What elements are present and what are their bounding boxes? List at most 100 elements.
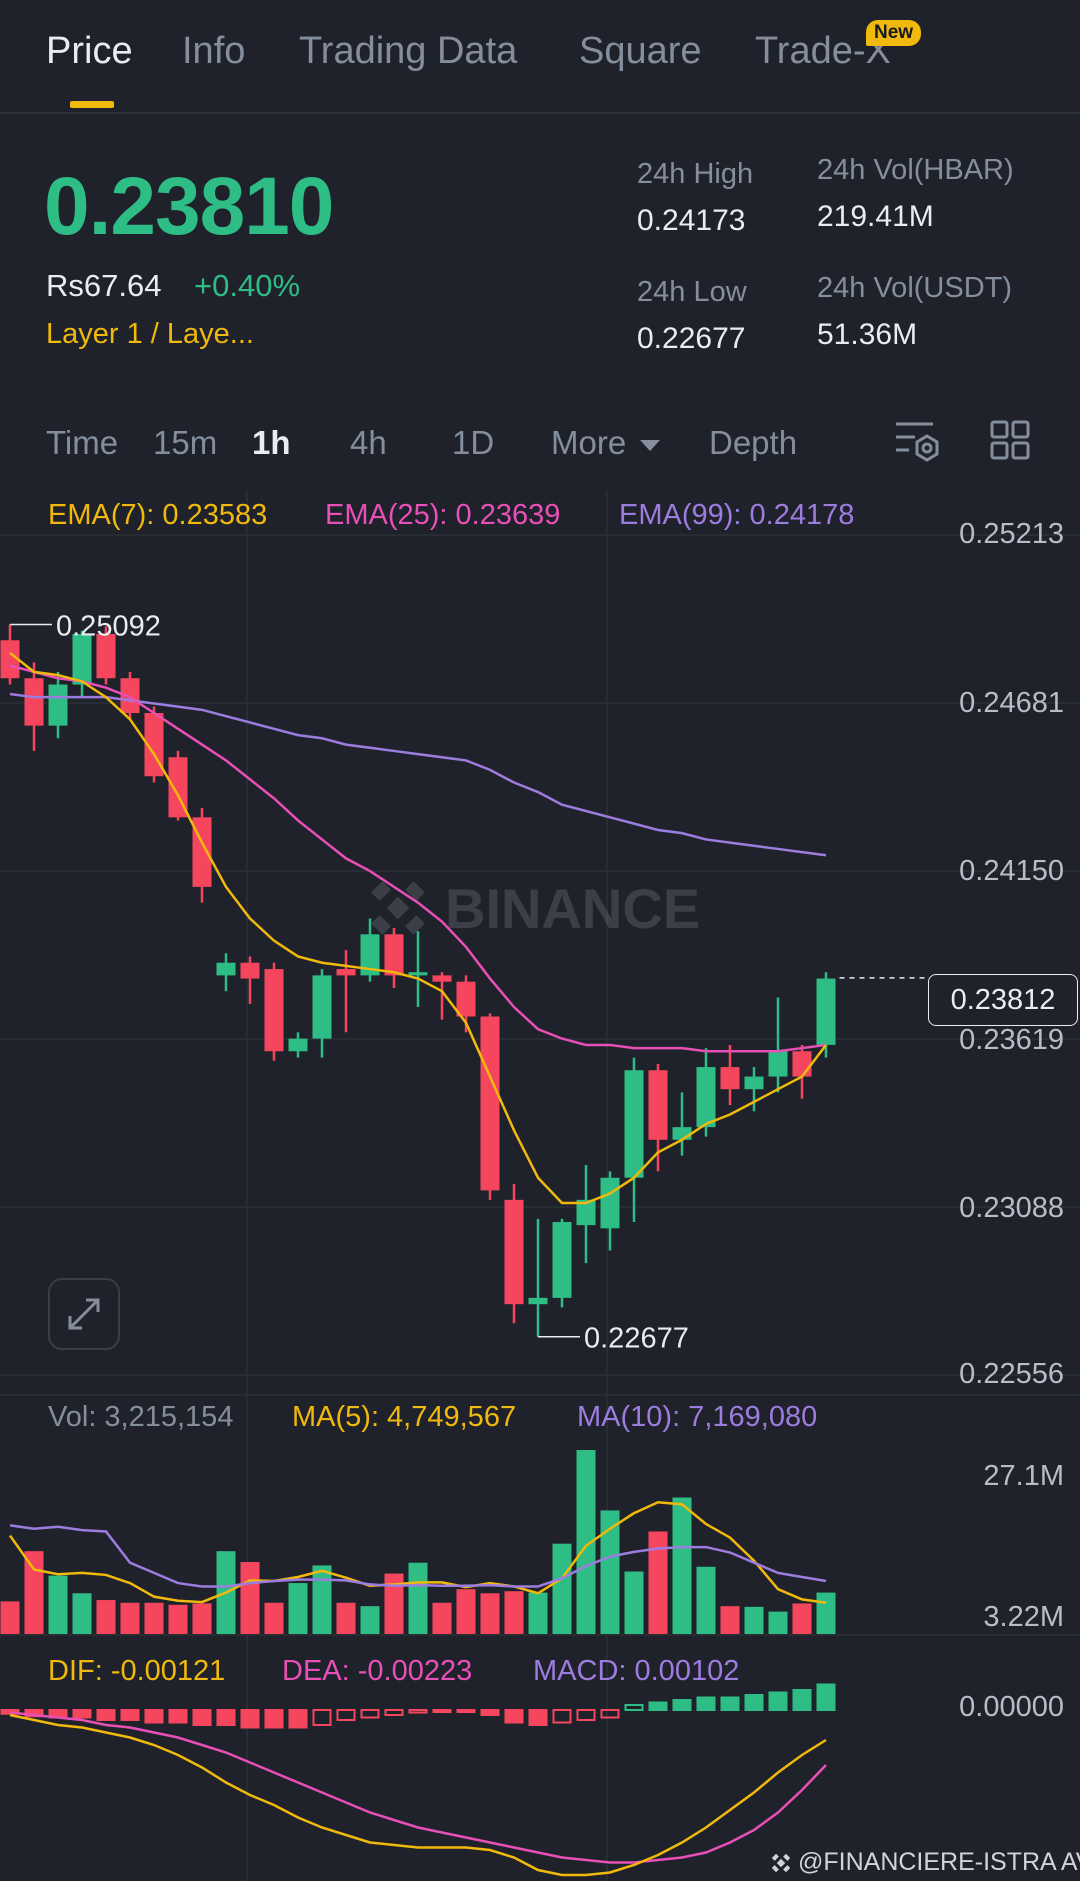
grid-layout-icon[interactable] [990,420,1030,460]
volume-bar [720,1606,740,1634]
y-tick: 0.23619 [959,1024,1064,1056]
expand-icon [68,1298,100,1330]
timeframe-1h[interactable]: 1h [252,424,291,461]
candle-body [696,1067,716,1128]
candle-body [792,1051,812,1077]
macd-histogram-bar [480,1709,500,1716]
macd-histogram-bar [288,1709,308,1729]
candle-body [816,978,836,1045]
candle-body [216,962,236,976]
y-tick: 0.22556 [959,1358,1064,1390]
macd-histogram-bar [624,1704,644,1711]
candle-body [0,640,20,679]
macd-histogram-bar [528,1709,548,1726]
macd-histogram-bar [432,1709,452,1713]
volume-bar [456,1589,476,1634]
macd-histogram-bar [336,1709,356,1721]
volume-label: Vol: 3,215,154 [48,1401,234,1433]
volume-bar [744,1606,764,1634]
macd-histogram-bar [744,1694,764,1711]
watermark-brand: BINANCE [445,877,700,940]
macd-histogram-bar [360,1709,380,1719]
tab-trading-data[interactable]: Trading Data [299,30,518,72]
candle-body [528,1297,548,1305]
macd-histogram-bar [576,1709,596,1721]
volume-bar [816,1592,836,1634]
y-tick: 0.24681 [959,687,1064,719]
candle-body [264,969,284,1052]
candle-body [456,981,476,1017]
vol-quote-value: 51.36M [817,318,918,351]
volume-bar [696,1566,716,1634]
macd-histogram-bar [120,1709,140,1721]
volume-bar [792,1603,812,1634]
candle-body [648,1070,668,1140]
candle-body [672,1127,692,1140]
vol-base-label: 24h Vol(HBAR) [817,154,1014,186]
candle-body [624,1070,644,1178]
volume-bar [168,1604,188,1634]
high-label: 24h High [637,158,754,190]
volume-bar [72,1593,92,1634]
volume-bar [0,1601,20,1634]
caret-down-icon [640,440,661,452]
volume-bar [240,1562,260,1634]
macd-value-label: MACD: 0.00102 [533,1655,740,1687]
timeframe-more[interactable]: More [551,424,662,462]
chart-settings-icon[interactable] [893,418,941,464]
macd-histogram-bar [312,1709,332,1726]
fullscreen-button[interactable] [48,1278,120,1350]
ema25-line [9,664,827,1053]
volume-ma5-line [8,1501,827,1605]
macd-histogram-bar [168,1709,188,1724]
candle-body [552,1221,572,1298]
new-badge: New [866,20,922,46]
macd-histogram-bar [192,1709,212,1726]
binance-logo-icon [771,1854,791,1873]
category-tag[interactable]: Layer 1 / Laye... [46,318,254,350]
volume-bar [288,1583,308,1634]
timeframe-15m[interactable]: 15m [153,424,218,461]
macd-histogram-bar [216,1709,236,1726]
timeframe-1d[interactable]: 1D [452,424,495,461]
ema99-line [9,692,827,857]
macd-histogram-bar [600,1709,620,1719]
timeframe-time[interactable]: Time [46,424,119,461]
price-change-percent: +0.40% [194,268,301,303]
ema7-line [9,651,827,1205]
fiat-price: Rs67.64 [46,268,162,303]
candlestick-chart[interactable]: BINANCE 0.25092 0.22677 [0,490,1080,1881]
volume-tick: 27.1M [983,1460,1064,1492]
volume-bar [360,1606,380,1634]
candle-body [336,969,356,976]
volume-bar [48,1575,68,1634]
volume-bar [24,1551,44,1634]
depth-tab[interactable]: Depth [709,424,798,461]
volume-bar [768,1611,788,1634]
candle-body [120,678,140,713]
macd-histogram-bar [816,1683,836,1711]
volume-bar [528,1592,548,1634]
tab-price[interactable]: Price [46,30,133,72]
volume-ma5-label: MA(5): 4,749,567 [292,1401,517,1433]
macd-histogram-bar [240,1709,260,1729]
tab-square[interactable]: Square [579,30,702,72]
macd-histogram-bar [264,1709,284,1729]
macd-histogram-bar [696,1696,716,1711]
last-price: 0.23810 [44,161,334,252]
high-marker-label: 0.25092 [56,610,161,642]
macd-histogram-bar [408,1709,428,1714]
candle-body [768,1051,788,1077]
volume-bar [120,1602,140,1634]
candle-body [720,1067,740,1090]
more-label: More [551,424,627,461]
vol-quote-label: 24h Vol(USDT) [817,272,1013,304]
volume-bar [600,1510,620,1634]
low-marker-label: 0.22677 [584,1323,689,1355]
candle-body [240,962,260,979]
volume-bar [552,1543,572,1634]
volume-bar [264,1602,284,1634]
credit-watermark: @FINANCIERE-ISTRA AV... [768,1848,1080,1877]
timeframe-4h[interactable]: 4h [350,424,387,461]
tab-info[interactable]: Info [182,30,246,72]
